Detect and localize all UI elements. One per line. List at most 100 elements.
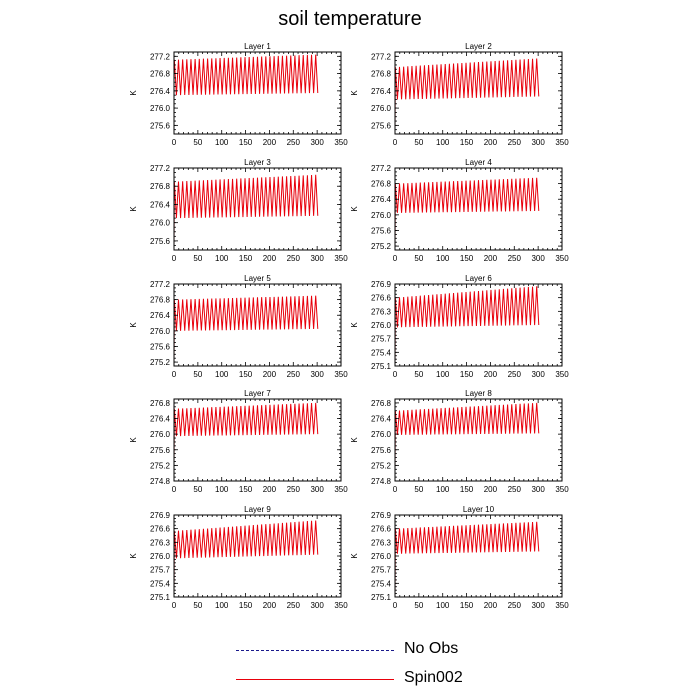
x-tick-label: 150 [239,254,253,263]
series-line-spin002 [394,521,540,598]
x-tick-label: 0 [172,254,177,263]
panel-title: Layer 9 [244,505,271,514]
y-axis-label: K [350,90,359,96]
panel-layer-4: Layer 4 K 0 50 100 150 200 250 300 350 277.2 276.8 2… [350,158,569,263]
panel-title: Layer 2 [465,42,492,51]
plot-frame [173,51,342,135]
y-tick-label: 276.8 [150,182,171,191]
x-tick-label: 200 [484,370,498,379]
y-tick-label: 275.7 [371,335,392,344]
x-tick-label: 200 [263,254,277,263]
x-tick-label: 100 [436,138,450,147]
x-tick-label: 50 [414,370,423,379]
x-tick-label: 200 [263,485,277,494]
y-tick-label: 276.8 [371,399,392,408]
x-tick-label: 150 [460,254,474,263]
y-tick-label: 277.2 [150,280,171,289]
panel-layer-7: Layer 7 K 0 50 100 150 200 250 300 350 276.8 276.4 2… [129,389,348,494]
y-tick-label: 276.9 [371,511,392,520]
y-tick-label: 275.6 [150,446,171,455]
y-axis-label: K [129,322,138,328]
y-tick-label: 276.8 [371,70,392,79]
x-tick-label: 250 [287,138,301,147]
series-line-spin002 [394,177,540,247]
y-tick-label: 276.8 [150,399,171,408]
y-tick-label: 275.6 [371,226,392,235]
y-tick-label: 276.4 [150,200,171,209]
x-tick-label: 100 [436,370,450,379]
x-tick-label: 100 [436,254,450,263]
x-tick-label: 250 [508,138,522,147]
panel-title: Layer 3 [244,158,271,167]
panel-title: Layer 6 [465,274,492,283]
y-tick-label: 276.0 [150,219,171,228]
x-tick-label: 250 [508,601,522,610]
series-line-spin002 [173,174,319,246]
y-tick-label: 276.4 [150,415,171,424]
y-tick-label: 274.8 [150,477,171,486]
x-tick-label: 350 [334,370,348,379]
legend-label-spin002: Spin002 [404,669,463,686]
panel-layer-2: Layer 2 K 0 50 100 150 200 250 300 350 277.2 276.8 2… [350,42,569,147]
x-tick-label: 0 [172,138,177,147]
y-tick-label: 275.1 [371,362,392,371]
y-tick-label: 276.0 [371,430,392,439]
y-tick-label: 275.4 [371,579,392,588]
y-tick-label: 276.0 [371,211,392,220]
x-tick-label: 200 [484,254,498,263]
y-tick-label: 276.0 [150,327,171,336]
y-tick-label: 276.6 [371,294,392,303]
y-tick-label: 276.4 [150,311,171,320]
y-tick-label: 275.1 [150,593,171,602]
x-tick-label: 50 [193,370,202,379]
x-tick-label: 350 [334,254,348,263]
legend-label-no-obs: No Obs [404,640,459,657]
y-tick-label: 275.7 [371,566,392,575]
panel-layer-10: Layer 10 K 0 50 100 150 200 250 300 350 276.9 276.6… [350,505,569,610]
x-tick-label: 350 [555,370,569,379]
x-tick-label: 50 [193,254,202,263]
y-tick-label: 275.1 [371,593,392,602]
x-tick-label: 0 [393,254,398,263]
x-tick-label: 150 [239,138,253,147]
x-tick-label: 200 [484,601,498,610]
y-tick-label: 276.0 [371,321,392,330]
y-axis-label: K [129,553,138,559]
y-tick-label: 276.0 [371,104,392,113]
y-tick-label: 275.7 [150,566,171,575]
x-tick-label: 250 [508,485,522,494]
plot-frame [394,398,563,482]
series-line-spin002 [173,402,319,466]
x-tick-label: 0 [393,485,398,494]
x-tick-label: 250 [508,370,522,379]
x-tick-label: 0 [393,370,398,379]
y-tick-label: 276.6 [150,525,171,534]
x-tick-label: 300 [310,138,324,147]
x-tick-label: 250 [287,370,301,379]
panel-layer-5: Layer 5 K 0 50 100 150 200 250 300 350 277.2 276.8 2… [129,274,348,379]
y-tick-label: 275.6 [371,446,392,455]
y-tick-label: 276.4 [371,415,392,424]
x-tick-label: 150 [460,138,474,147]
x-tick-label: 150 [460,485,474,494]
x-tick-label: 100 [215,370,229,379]
figure-title: soil temperature [278,8,422,30]
plot-frame [394,51,563,135]
x-tick-label: 50 [193,485,202,494]
panel-title: Layer 5 [244,274,271,283]
y-tick-label: 275.2 [150,358,171,367]
y-axis-label: K [129,206,138,212]
y-tick-label: 277.2 [371,164,392,173]
x-tick-label: 350 [334,485,348,494]
y-axis-label: K [129,437,138,443]
y-tick-label: 275.4 [150,579,171,588]
y-tick-label: 276.3 [371,538,392,547]
y-axis-label: K [129,90,138,96]
x-tick-label: 50 [414,254,423,263]
y-tick-label: 276.4 [371,195,392,204]
y-tick-label: 276.8 [150,70,171,79]
plot-frame [394,167,563,251]
y-tick-label: 275.6 [150,237,171,246]
x-tick-label: 50 [414,138,423,147]
y-tick-label: 277.2 [371,52,392,61]
